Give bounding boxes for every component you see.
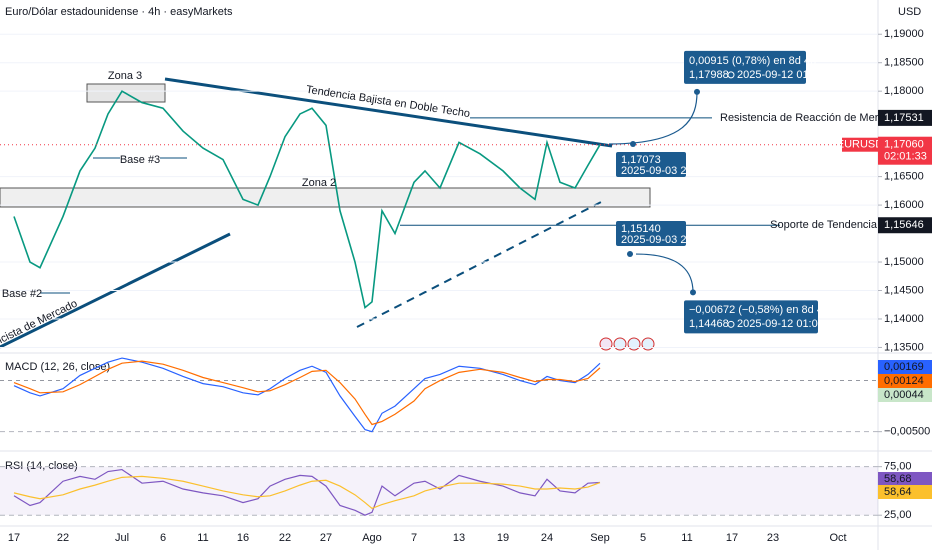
level-label: 1,17531	[884, 112, 924, 124]
value-label-box	[878, 374, 932, 388]
x-tick-label: 22	[57, 532, 69, 544]
y-tick-label: 1,18500	[884, 57, 924, 69]
y-tick-label: 1,16000	[884, 199, 924, 211]
y-tick-label: 1,14500	[884, 284, 924, 296]
target-change: 0,00915 (0,78%) en 8d 4h	[689, 55, 816, 67]
series-line	[13, 357, 601, 433]
target-label: 1,17988	[689, 69, 729, 81]
rsi-band	[0, 466, 878, 516]
projection-box	[616, 221, 686, 247]
zone-2	[0, 187, 651, 208]
series-name-box	[842, 137, 878, 152]
x-tick-label: 22	[279, 532, 291, 544]
value-label-box	[878, 472, 932, 486]
x-tick-label: 6	[160, 532, 166, 544]
projection-label: 1,15140	[621, 223, 661, 235]
value-label: 0,00169	[884, 361, 924, 373]
x-tick-label: Jul	[115, 532, 129, 544]
y-tick-label: 25,00	[884, 509, 912, 521]
projection-time: 2025-09-03 21:00	[621, 234, 708, 246]
y-tick-label: 1,19000	[884, 28, 924, 40]
y-tick-label: 75,00	[884, 461, 912, 473]
level-label-box	[878, 109, 932, 126]
target-change: −0,00672 (−0,58%) en 8d 4h	[689, 304, 829, 316]
support-trend-line	[356, 199, 606, 328]
y-tick-label: 1,14000	[884, 313, 924, 325]
x-tick-label: Ago	[362, 532, 382, 544]
x-tick-label: 5	[640, 532, 646, 544]
y-tick-label: 1,13500	[884, 341, 924, 353]
annotation: Zona 3	[108, 70, 142, 82]
target-label: 1,14468	[689, 318, 729, 330]
currency: USD	[898, 6, 921, 18]
countdown: 02:01:33	[884, 151, 927, 163]
series-line	[13, 90, 601, 310]
x-tick-label: 23	[767, 532, 779, 544]
target-box	[684, 50, 806, 84]
value-label: 58,68	[884, 473, 912, 485]
level-label-box	[878, 217, 932, 234]
x-tick-label: 11	[681, 532, 692, 544]
x-tick-label: 13	[453, 532, 465, 544]
x-tick-label: 16	[237, 532, 249, 544]
x-tick-label: 17	[8, 532, 20, 544]
y-tick-label: 1,18000	[884, 85, 924, 97]
x-tick-label: 11	[197, 532, 208, 544]
downtrend-line	[164, 77, 613, 148]
target-time: 2025-09-12 01:00	[737, 318, 824, 330]
series-name: EURUSD	[837, 139, 884, 151]
last-price-label: 1,17060	[884, 139, 924, 151]
y-tick-label: −0,00500	[884, 426, 930, 438]
projection-start	[630, 140, 636, 147]
last-price-box	[878, 136, 932, 165]
value-label: 0,00044	[884, 389, 924, 401]
target-box	[684, 300, 818, 334]
annotation: Base #3	[120, 154, 160, 166]
x-tick-label: 17	[726, 532, 738, 544]
series-line	[13, 475, 601, 510]
projection-label: 1,17073	[621, 154, 661, 166]
projection-start	[627, 251, 633, 258]
value-label-box	[878, 485, 932, 499]
annotation: Zona 2	[302, 177, 336, 189]
projection-arrow	[635, 253, 694, 293]
clock-icon	[727, 71, 735, 79]
y-tick-label: 1,15000	[884, 256, 924, 268]
chart-title: Euro/Dólar estadounidense · 4h · easyMar…	[5, 6, 233, 18]
panel-title: MACD (12, 26, close)	[5, 361, 110, 373]
target-time: 2025-09-12 01:00	[737, 69, 824, 81]
projection-target	[694, 88, 700, 95]
x-tick-label: 27	[320, 532, 332, 544]
level-name: Soporte de Tendencia	[770, 219, 878, 231]
value-label-box	[878, 388, 932, 402]
panel-title: RSI (14, close)	[5, 460, 78, 472]
x-tick-label: Oct	[829, 532, 846, 544]
y-tick-label: 1,16500	[884, 171, 924, 183]
level-label: 1,15646	[884, 219, 924, 231]
x-tick-label: Sep	[590, 532, 610, 544]
projection-box	[616, 151, 686, 177]
level-name: Resistencia de Reacción de Mercado	[720, 112, 902, 124]
value-label: 0,00124	[884, 375, 924, 387]
annotation: Base #2	[2, 288, 42, 300]
x-tick-label: 19	[497, 532, 509, 544]
series-line	[13, 468, 601, 516]
value-label-box	[878, 360, 932, 374]
projection-time: 2025-09-03 21:00	[621, 165, 708, 177]
value-label: 58,64	[884, 486, 912, 498]
projection-target	[690, 289, 696, 296]
x-tick-label: 7	[411, 532, 417, 544]
clock-icon	[727, 320, 735, 328]
series-line	[13, 360, 601, 426]
x-tick-label: 24	[541, 532, 553, 544]
